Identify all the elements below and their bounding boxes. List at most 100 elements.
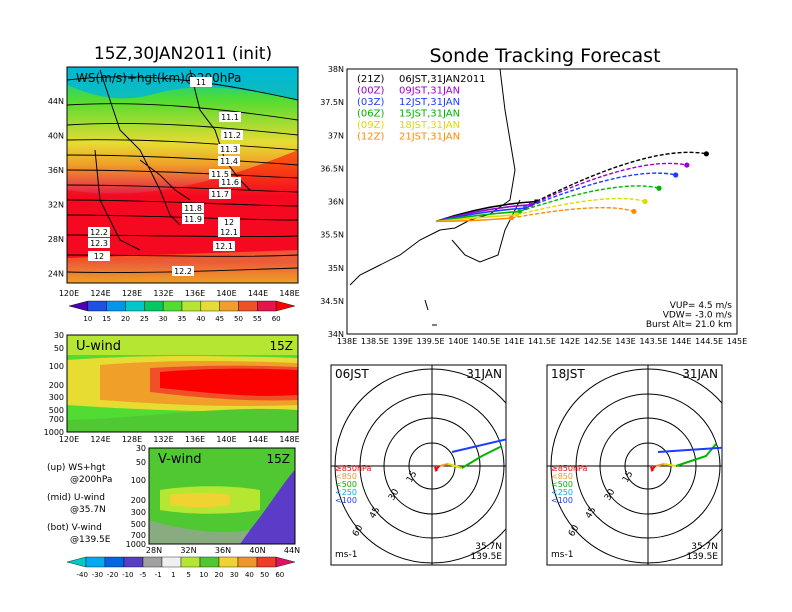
- height-label: 11.7: [211, 190, 229, 199]
- track-burst-marker: [528, 202, 533, 207]
- map-lon-label: 128E: [122, 289, 142, 298]
- height-label: 11.6: [221, 178, 239, 187]
- hodograph-wind-trace: [461, 445, 503, 469]
- map-lon-labels: 120E 124E 128E 132E 136E 140E 144E 148E: [59, 289, 300, 298]
- height-label: 11: [196, 78, 206, 87]
- hodograph-wind-trace: [655, 463, 665, 467]
- colorbar-tick: 15: [102, 315, 111, 323]
- map-lat-label: 40N: [48, 132, 64, 141]
- vwind-pressure-label: 500: [131, 520, 146, 529]
- height-label: 11.5: [211, 170, 229, 179]
- track-burst-marker: [514, 212, 519, 217]
- vwind-title: V-wind: [158, 452, 202, 467]
- tracking-legend-code: (09Z): [357, 120, 384, 131]
- hodograph-level-label: <250: [335, 488, 357, 497]
- hodograph-wind-trace: [447, 463, 463, 469]
- tracking-lon-label: 142.5E: [584, 337, 612, 346]
- height-label: 12.1: [220, 228, 238, 237]
- panel-notes: (up) WS+hgt @200hPa (mid) U-wind @35.7N (bot…: [47, 463, 112, 545]
- height-label-box: [88, 251, 110, 261]
- hodograph-time: 18JST: [551, 367, 585, 381]
- colorbar-swatch: [104, 556, 125, 568]
- height-labels: 11 11.1 11.2 11.3 11.4 11.511.6 11.7 11.8 11.9 12…: [88, 77, 243, 276]
- tracking-lon-label: 144.5E: [695, 337, 723, 346]
- colorbar-tick: 60: [272, 315, 281, 323]
- vwind-pressure-label: 30: [136, 444, 146, 453]
- tracking-lat-label: 35.5N: [320, 231, 344, 240]
- vwind-colorbar-tick: 30: [230, 571, 239, 579]
- uwind-pressure-label: 1000: [44, 428, 64, 437]
- track-landing-marker: [656, 185, 662, 191]
- height-label: 11.2: [223, 131, 241, 140]
- hodograph-date: 31JAN: [466, 367, 502, 381]
- hodograph-lat: 35.7N: [691, 542, 718, 552]
- vwind-colorbar-tick: -10: [122, 571, 133, 579]
- track-burst-marker: [517, 209, 522, 214]
- tracking-lon-label: 145E: [727, 337, 747, 346]
- colorbar-swatch: [219, 300, 239, 312]
- vwind-pressure-label: 300: [131, 508, 146, 517]
- vwind-colorbar-tick: -5: [140, 571, 147, 579]
- colorbar-swatch: [66, 556, 87, 568]
- tracking-lat-label: 34N: [328, 330, 344, 339]
- tracking-lon-label: 141.5E: [528, 337, 556, 346]
- hodograph-level-label: <100: [335, 496, 357, 505]
- uwind-time: 15Z: [270, 339, 294, 353]
- hodograph-level-label: ≥850hPa: [551, 464, 588, 473]
- colorbar-swatch: [257, 300, 277, 312]
- vwind-pressure-label: 100: [131, 476, 146, 485]
- colorbar-tick: 25: [140, 315, 149, 323]
- vwind-frame: [148, 447, 296, 545]
- colorbar-swatch: [162, 300, 183, 312]
- uwind-pressure-label: 300: [49, 393, 64, 402]
- uwind-frame: [66, 334, 299, 433]
- tracking-param: VUP= 4.5 m/s: [670, 301, 733, 311]
- tracking-lon-label: 138.5E: [361, 337, 389, 346]
- uwind-lon-label: 128E: [122, 435, 142, 444]
- height-label: 11.1: [221, 113, 239, 122]
- tracking-legend-code: (03Z): [357, 97, 384, 108]
- vwind-lat-label: 32N: [180, 546, 196, 555]
- hodograph-lat: 35.7N: [475, 542, 502, 552]
- map-lon-label: 148E: [279, 289, 299, 298]
- height-label-box: [88, 238, 110, 248]
- height-label-box: [190, 77, 212, 87]
- colorbar-tick: 45: [215, 315, 224, 323]
- map-frame: [66, 66, 299, 284]
- vwind-colorbar-tick: 5: [186, 571, 190, 579]
- colorbar-swatch: [275, 556, 296, 568]
- tracking-frame: [346, 68, 738, 335]
- tracking-lat-label: 36N: [328, 198, 344, 207]
- height-label-box: [219, 177, 241, 187]
- height-label-box: [221, 130, 243, 140]
- height-label-box: [182, 214, 204, 224]
- vwind-lat-label: 40N: [249, 546, 265, 555]
- height-label: 11.8: [184, 204, 202, 213]
- colorbar-swatch: [125, 300, 145, 312]
- uwind-lon-label: 144E: [248, 435, 268, 444]
- vwind-lat-label: 28N: [146, 546, 162, 555]
- track-landing-marker: [684, 162, 690, 168]
- tracking-lon-label: 144E: [671, 337, 691, 346]
- height-label: 11.4: [220, 157, 238, 166]
- height-label-box: [209, 189, 231, 199]
- map-panel: 15Z,30JAN2011 (init): [48, 44, 300, 323]
- colorbar-tick: 30: [159, 315, 168, 323]
- map-label: WS(m/s)+hgt(km)@200hPa: [76, 71, 241, 85]
- hodograph-ring-label: 45: [584, 506, 598, 521]
- tracking-legend-code: (00Z): [357, 86, 384, 97]
- note-line: (up) WS+hgt: [47, 463, 106, 473]
- hodograph-level-label: <250: [551, 488, 573, 497]
- tracking-lat-labels: 38N 37.5N 37N 36.5N 36N 35.5N 35N 34.5N 34N: [320, 65, 344, 339]
- track-descent-line: [525, 172, 676, 209]
- tracking-legend: (21Z) 06JST,31JAN2011 (00Z) 09JST,31JAN (03Z…: [357, 74, 486, 143]
- colorbar-tick: 10: [83, 315, 92, 323]
- map-lat-label: 24N: [48, 270, 64, 279]
- hodograph-lon: 139.5E: [471, 552, 503, 562]
